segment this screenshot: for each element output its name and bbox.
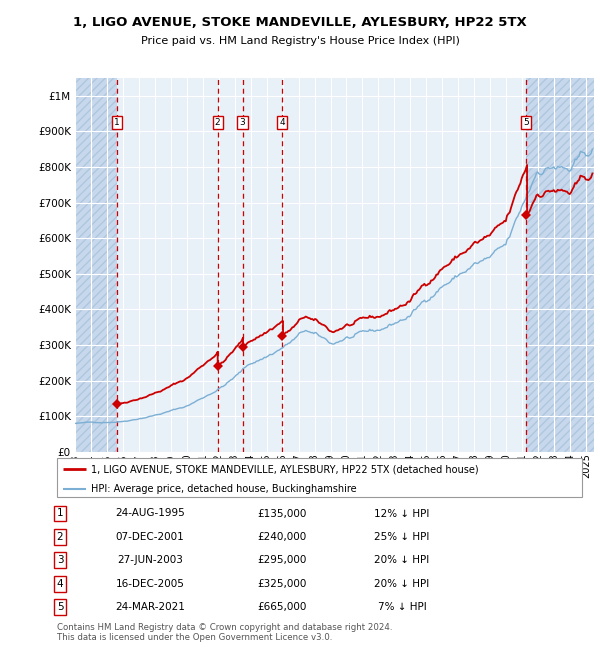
Text: Price paid vs. HM Land Registry's House Price Index (HPI): Price paid vs. HM Land Registry's House … [140, 36, 460, 46]
Text: 7% ↓ HPI: 7% ↓ HPI [377, 602, 427, 612]
1, LIGO AVENUE, STOKE MANDEVILLE, AYLESBURY, HP22 5TX (detached house) [410, 290, 418, 298]
HPI: Average price, detached house, Buckinghamshire: (2.02e+03, 6.16e+05): Average price, detached house, Buckingha… [508, 229, 515, 237]
Text: 25% ↓ HPI: 25% ↓ HPI [374, 532, 430, 542]
1, LIGO AVENUE, STOKE MANDEVILLE, AYLESBURY, HP22 5TX (detached house) [400, 302, 407, 309]
1, LIGO AVENUE, STOKE MANDEVILLE, AYLESBURY, HP22 5TX (detached house) [523, 161, 530, 169]
Text: 24-MAR-2021: 24-MAR-2021 [115, 602, 185, 612]
Text: 1: 1 [56, 508, 64, 519]
HPI: Average price, detached house, Buckinghamshire: (1.99e+03, 7.95e+04): Average price, detached house, Buckingha… [71, 419, 79, 427]
Text: 07-DEC-2001: 07-DEC-2001 [116, 532, 184, 542]
Bar [526, 78, 594, 452]
Text: 24-AUG-1995: 24-AUG-1995 [115, 508, 185, 519]
Text: 12% ↓ HPI: 12% ↓ HPI [374, 508, 430, 519]
Text: 27-JUN-2003: 27-JUN-2003 [117, 555, 183, 566]
Text: 5: 5 [56, 602, 64, 612]
Text: 2: 2 [56, 532, 64, 542]
Text: £295,000: £295,000 [257, 555, 307, 566]
Text: £135,000: £135,000 [257, 508, 307, 519]
HPI: Average price, detached house, Buckinghamshire: (2.01e+03, 3.37e+05): Average price, detached house, Buckingha… [355, 328, 362, 335]
1, LIGO AVENUE, STOKE MANDEVILLE, AYLESBURY, HP22 5TX (detached house) [203, 358, 211, 366]
HPI: Average price, detached house, Buckinghamshire: (2.02e+03, 5.14e+05): Average price, detached house, Buckingha… [465, 265, 472, 273]
Text: 1: 1 [115, 118, 120, 127]
Text: 4: 4 [56, 578, 64, 589]
Text: 20% ↓ HPI: 20% ↓ HPI [374, 578, 430, 589]
Text: £665,000: £665,000 [257, 602, 307, 612]
Text: Contains HM Land Registry data © Crown copyright and database right 2024.
This d: Contains HM Land Registry data © Crown c… [57, 623, 392, 642]
Text: £325,000: £325,000 [257, 578, 307, 589]
Line: 1, LIGO AVENUE, STOKE MANDEVILLE, AYLESBURY, HP22 5TX (detached house): 1, LIGO AVENUE, STOKE MANDEVILLE, AYLESB… [118, 165, 592, 404]
Line: HPI: Average price, detached house, Buckinghamshire: HPI: Average price, detached house, Buck… [75, 150, 592, 423]
Text: 1, LIGO AVENUE, STOKE MANDEVILLE, AYLESBURY, HP22 5TX (detached house): 1, LIGO AVENUE, STOKE MANDEVILLE, AYLESB… [91, 464, 479, 474]
Text: 3: 3 [56, 555, 64, 566]
Text: 1, LIGO AVENUE, STOKE MANDEVILLE, AYLESBURY, HP22 5TX: 1, LIGO AVENUE, STOKE MANDEVILLE, AYLESB… [73, 16, 527, 29]
Text: 2: 2 [215, 118, 220, 127]
Text: HPI: Average price, detached house, Buckinghamshire: HPI: Average price, detached house, Buck… [91, 484, 357, 493]
Bar [75, 78, 118, 452]
Text: 3: 3 [239, 118, 245, 127]
HPI: Average price, detached house, Buckinghamshire: (2.02e+03, 4.72e+05): Average price, detached house, Buckingha… [443, 280, 451, 288]
Text: 16-DEC-2005: 16-DEC-2005 [116, 578, 184, 589]
Text: 20% ↓ HPI: 20% ↓ HPI [374, 555, 430, 566]
1, LIGO AVENUE, STOKE MANDEVILLE, AYLESBURY, HP22 5TX (detached house) [127, 397, 134, 405]
HPI: Average price, detached house, Buckinghamshire: (2.01e+03, 3.34e+05): Average price, detached house, Buckingha… [313, 329, 320, 337]
Text: 5: 5 [523, 118, 529, 127]
1, LIGO AVENUE, STOKE MANDEVILLE, AYLESBURY, HP22 5TX (detached house) [589, 170, 596, 177]
Text: 4: 4 [279, 118, 285, 127]
1, LIGO AVENUE, STOKE MANDEVILLE, AYLESBURY, HP22 5TX (detached house) [532, 195, 539, 203]
Bar [526, 78, 594, 452]
Text: £240,000: £240,000 [257, 532, 307, 542]
1, LIGO AVENUE, STOKE MANDEVILLE, AYLESBURY, HP22 5TX (detached house) [114, 400, 121, 408]
HPI: Average price, detached house, Buckinghamshire: (2.02e+03, 7.56e+05): Average price, detached house, Buckingha… [529, 179, 536, 187]
HPI: Average price, detached house, Buckinghamshire: (2.03e+03, 8.5e+05): Average price, detached house, Buckingha… [589, 146, 596, 153]
Bar [75, 78, 118, 452]
1, LIGO AVENUE, STOKE MANDEVILLE, AYLESBURY, HP22 5TX (detached house) [383, 310, 391, 318]
